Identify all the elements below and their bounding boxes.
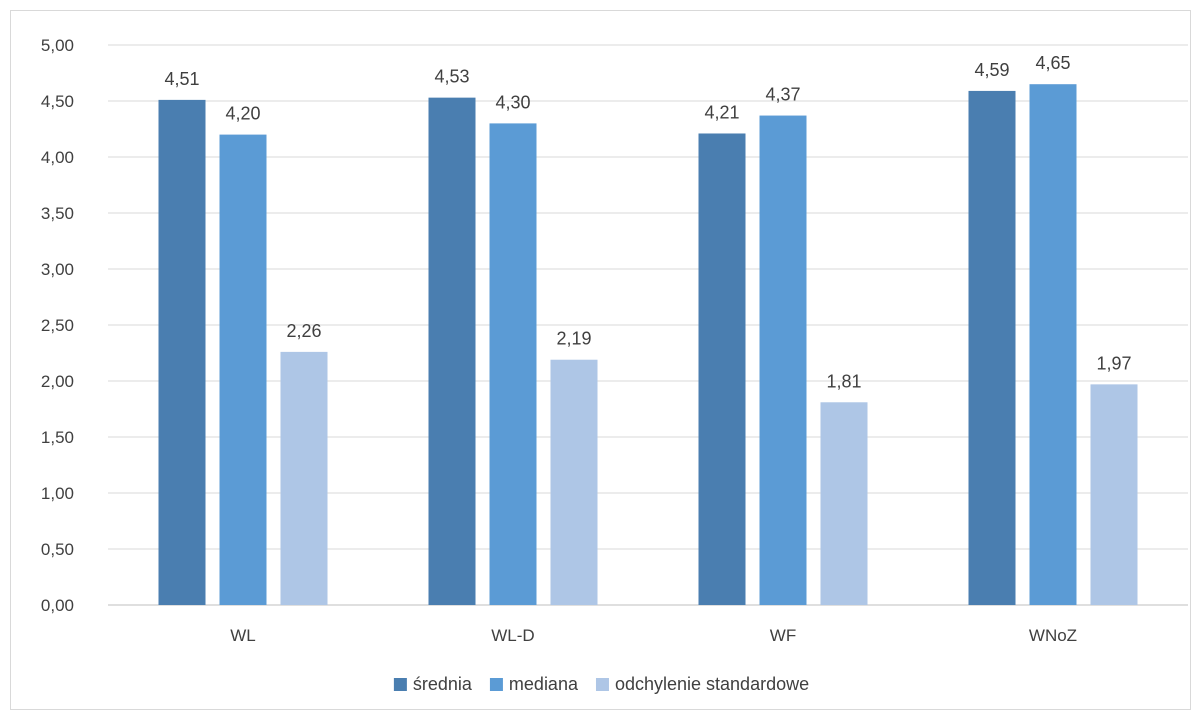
data-label: 2,19: [556, 329, 591, 349]
x-category-label: WL: [230, 626, 256, 645]
bar: [698, 133, 746, 605]
data-label: 4,37: [765, 85, 800, 105]
data-label: 4,59: [974, 60, 1009, 80]
bar: [489, 123, 537, 606]
data-label: 4,21: [704, 102, 739, 122]
data-label: 4,51: [164, 69, 199, 89]
y-tick-label: 0,00: [41, 596, 74, 615]
y-tick-label: 5,00: [41, 36, 74, 55]
y-tick-label: 1,50: [41, 428, 74, 447]
data-label: 1,81: [826, 371, 861, 391]
y-tick-label: 2,00: [41, 372, 74, 391]
data-label: 1,97: [1096, 353, 1131, 373]
x-category-label: WF: [770, 626, 796, 645]
data-label: 4,53: [434, 67, 469, 87]
legend-label: mediana: [509, 674, 579, 694]
bar: [428, 97, 476, 605]
y-tick-label: 1,00: [41, 484, 74, 503]
data-label: 4,20: [225, 104, 260, 124]
x-category-label: WNoZ: [1029, 626, 1077, 645]
legend: średnia mediana odchylenie standardowe: [393, 674, 809, 694]
x-category-label: WL-D: [491, 626, 534, 645]
bars: [158, 84, 1138, 606]
bar: [219, 134, 267, 605]
bar: [820, 402, 868, 605]
chart-frame: 0,00 0,50 1,00 1,50 2,00 2,50 3,00 3,50 4,00 4,50…: [10, 10, 1191, 710]
bar: [550, 359, 598, 605]
legend-swatch: [393, 678, 407, 691]
x-axis-categories: WL WL-D WF WNoZ: [230, 626, 1077, 645]
bar: [280, 351, 328, 605]
bar-chart: 0,00 0,50 1,00 1,50 2,00 2,50 3,00 3,50 4,00 4,50…: [41, 36, 1188, 694]
gridlines: [108, 44, 1188, 606]
data-labels: 4,51 4,20 2,26 4,53 4,30 2,19 4,21 4,37 1,81 4,59…: [164, 53, 1131, 391]
y-tick-label: 2,50: [41, 316, 74, 335]
legend-label: odchylenie standardowe: [615, 674, 809, 694]
legend-label: średnia: [413, 674, 473, 694]
y-tick-label: 3,50: [41, 204, 74, 223]
bar: [1090, 384, 1138, 605]
bar: [759, 115, 807, 605]
data-label: 4,30: [495, 92, 530, 112]
bar: [158, 99, 206, 605]
legend-swatch: [489, 678, 503, 691]
y-tick-label: 4,50: [41, 92, 74, 111]
y-axis-ticks: 0,00 0,50 1,00 1,50 2,00 2,50 3,00 3,50 4,00 4,50…: [41, 36, 74, 615]
data-label: 4,65: [1035, 53, 1070, 73]
y-tick-label: 4,00: [41, 148, 74, 167]
data-label: 2,26: [286, 321, 321, 341]
bar: [1029, 84, 1077, 605]
bar: [968, 90, 1016, 606]
legend-swatch: [595, 678, 609, 691]
y-tick-label: 0,50: [41, 540, 74, 559]
y-tick-label: 3,00: [41, 260, 74, 279]
